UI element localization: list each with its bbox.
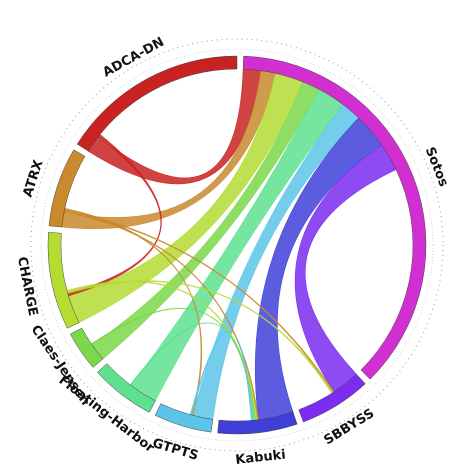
segment-arc — [76, 55, 238, 152]
segment-arc — [154, 403, 214, 433]
chord-ribbon — [67, 134, 162, 297]
segment-arc — [298, 373, 366, 423]
segment-arc — [217, 411, 298, 435]
segment-arc — [242, 55, 427, 380]
segment-arc — [96, 363, 156, 413]
segment-label: GTPTS — [151, 436, 200, 464]
tick-ring — [40, 48, 434, 442]
segment-label: ATRX — [21, 158, 47, 199]
segment-label: Kabuki — [235, 447, 287, 467]
segment-label: CHARGE — [14, 256, 40, 318]
segment-label: Sotos — [422, 145, 451, 189]
segment-arc — [48, 149, 86, 228]
outer-scale-ring — [30, 38, 444, 452]
segment-arc — [47, 232, 80, 329]
segment-arc — [70, 327, 104, 368]
segment-label: SBBYSS — [322, 406, 378, 448]
